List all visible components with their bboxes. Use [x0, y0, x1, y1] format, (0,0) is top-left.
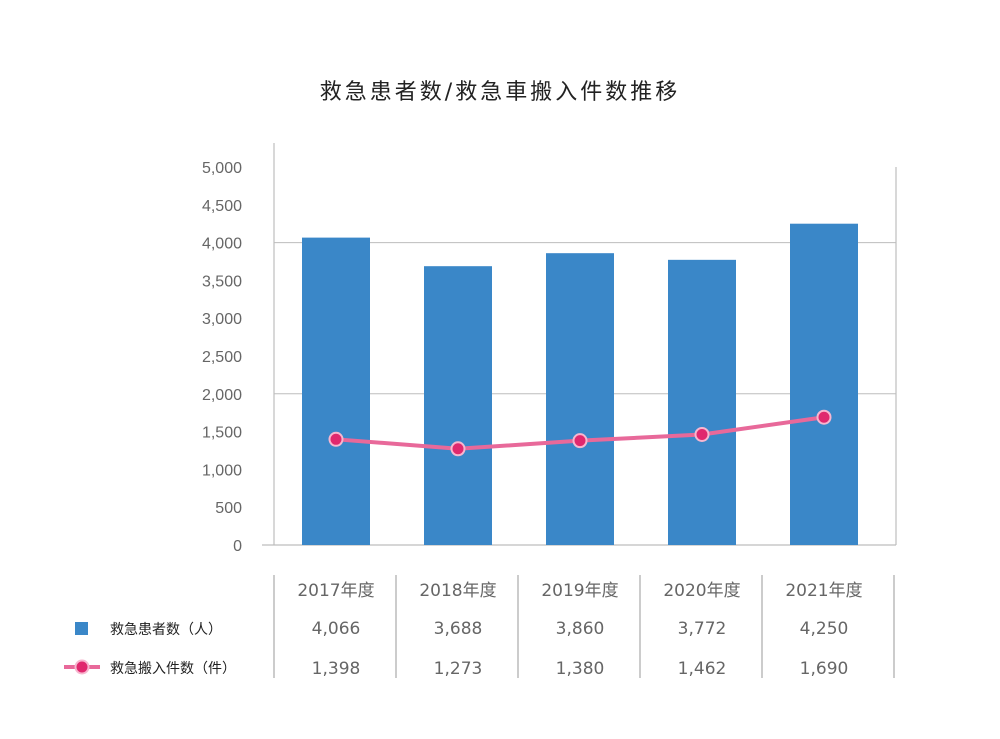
y-tick-label: 4,000	[202, 236, 242, 253]
y-tick-label: 1,500	[202, 425, 242, 442]
y-tick-label: 4,500	[202, 198, 242, 215]
legend-line-label: 救急搬入件数（件）	[110, 661, 236, 677]
patient-count-cell: 4,066	[312, 619, 361, 639]
legend: 救急患者数（人） 救急搬入件数（件）	[64, 622, 236, 677]
bar	[668, 259, 736, 545]
data-table: 2017年度 2018年度 2019年度 2020年度 2021年度 4,066 3,688…	[273, 575, 895, 679]
axis-layer: 5,000 4,500 4,000 3,500 3,000 2,500 2,000 1,500…	[202, 143, 897, 555]
y-tick-label: 1,000	[202, 462, 242, 479]
x-category-label: 2019年度	[541, 581, 618, 601]
bar	[424, 266, 492, 545]
y-tick-label: 3,000	[202, 311, 242, 328]
bar	[546, 253, 614, 545]
chart-title: 救急患者数/救急車搬入件数推移	[319, 80, 681, 105]
line-point	[572, 433, 588, 449]
ambulance-count-cell: 1,462	[678, 659, 727, 679]
y-tick-label: 500	[215, 500, 242, 517]
bar	[302, 237, 370, 545]
x-category-label: 2021年度	[785, 581, 862, 601]
ambulance-count-cell: 1,690	[800, 659, 849, 679]
patient-count-cell: 3,688	[434, 619, 483, 639]
patient-count-cell: 3,772	[678, 619, 727, 639]
y-tick-label: 2,000	[202, 387, 242, 404]
patient-count-cell: 3,860	[556, 619, 605, 639]
y-tick-label: 2,500	[202, 349, 242, 366]
line-point	[816, 409, 832, 425]
bar-layer	[302, 223, 858, 545]
legend-line-marker	[74, 659, 90, 675]
x-category-label: 2018年度	[419, 581, 496, 601]
bar	[790, 223, 858, 545]
line-point	[450, 441, 466, 457]
y-tick-label: 3,500	[202, 273, 242, 290]
y-tick-label: 5,000	[202, 160, 242, 177]
ambulance-count-cell: 1,273	[434, 659, 483, 679]
ambulance-count-cell: 1,398	[312, 659, 361, 679]
line-point	[694, 426, 710, 442]
line-point	[328, 431, 344, 447]
x-category-label: 2017年度	[297, 581, 374, 601]
ambulance-count-cell: 1,380	[556, 659, 605, 679]
y-tick-label: 0	[233, 538, 242, 555]
legend-bar-swatch	[75, 622, 88, 635]
patient-count-cell: 4,250	[800, 619, 849, 639]
line-layer	[328, 409, 832, 457]
legend-bar-label: 救急患者数（人）	[110, 622, 222, 638]
x-category-label: 2020年度	[663, 581, 740, 601]
